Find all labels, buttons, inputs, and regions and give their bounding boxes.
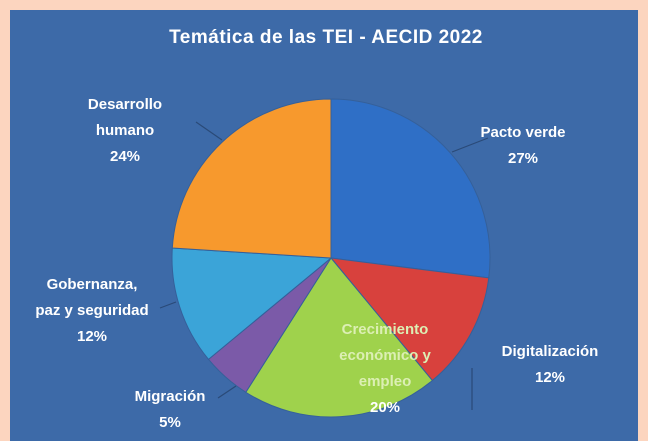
value-label: 27% (507, 150, 539, 167)
pie-slice (171, 98, 332, 259)
value-label: 20% (369, 399, 401, 416)
pie-slice (171, 247, 333, 361)
category-label: Gobernanza, paz y seguridad (35, 276, 149, 319)
category-label: Pacto verde (480, 124, 566, 141)
pie-slice (245, 257, 434, 418)
pie-slice (330, 98, 491, 279)
pie (171, 98, 491, 418)
leader-line (195, 121, 223, 141)
value-label: 12% (534, 369, 566, 386)
category-label: Digitalización (501, 343, 599, 360)
value-label: 5% (159, 414, 181, 431)
leader-line (451, 137, 489, 153)
category-label: Desarrollo humano (87, 96, 163, 139)
leader-line (159, 301, 177, 309)
category-label: Migración (134, 388, 206, 405)
chart-title: Temática de las TEI - AECID 2022 (169, 27, 483, 48)
value-label: 24% (109, 148, 141, 165)
category-label: Crecimiento económico y empleo (339, 321, 431, 390)
value-label: 12% (76, 328, 108, 345)
leader-line (217, 385, 237, 399)
slice-label: Pacto verde 27% (448, 120, 598, 172)
slice-label: Desarrollo humano 24% (65, 92, 185, 170)
slice-label: Gobernanza, paz y seguridad 12% (7, 272, 177, 350)
slice-label: Digitalización 12% (475, 339, 625, 391)
pie-slice (329, 257, 490, 382)
slice-label: Crecimiento económico y empleo 20% (315, 317, 455, 421)
slice-label: Migración 5% (110, 384, 230, 436)
